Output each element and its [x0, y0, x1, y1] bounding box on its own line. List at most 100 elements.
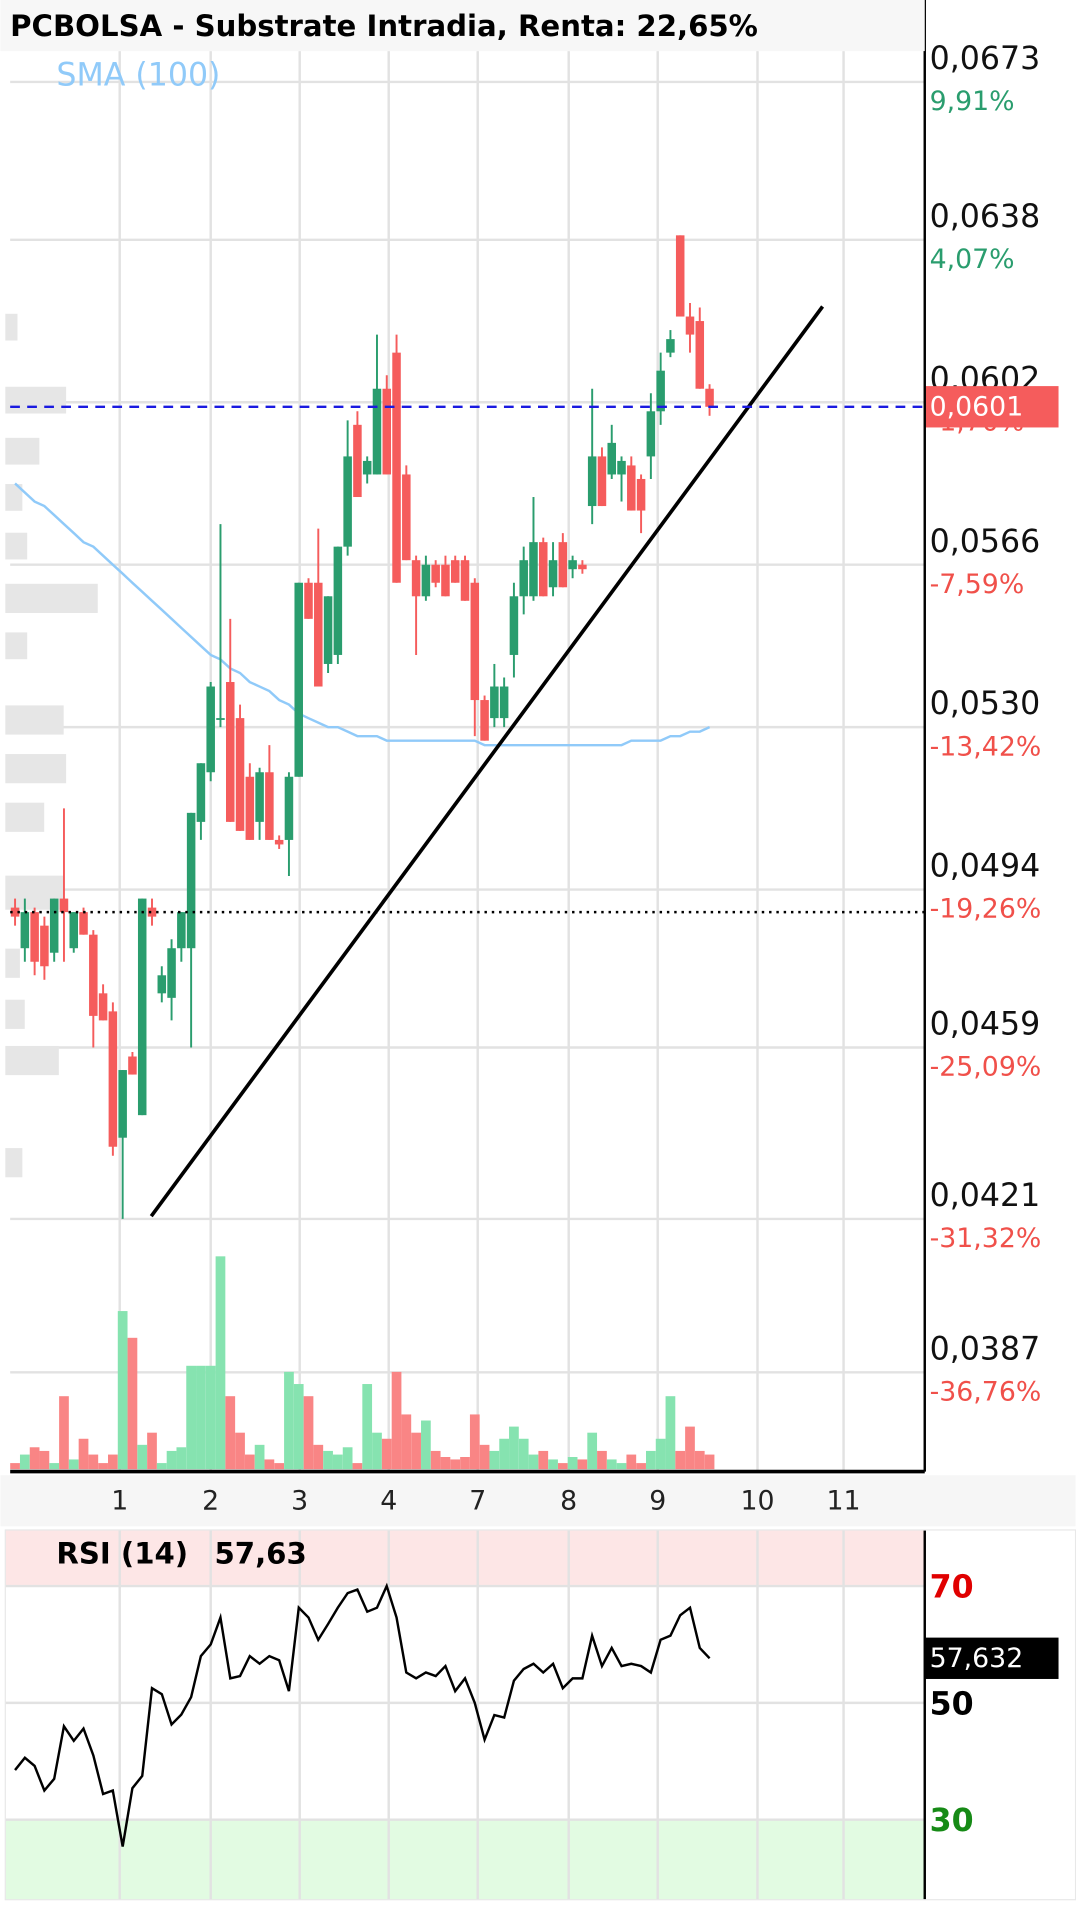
y-tick-label: 50 [930, 1686, 974, 1722]
volume-bar [411, 1432, 421, 1470]
volume-bar [244, 1454, 255, 1470]
candle-body [421, 564, 431, 597]
candle-body [343, 456, 352, 547]
candle-body [59, 898, 69, 913]
volume-bar [19, 1454, 30, 1470]
candle-body [49, 898, 59, 953]
volume-bar [538, 1450, 549, 1470]
x-tick-label: 1 [111, 1486, 128, 1517]
volume-bar [186, 1365, 196, 1470]
y-tick-label: 0,0638 [930, 199, 1041, 235]
candle-body [607, 442, 616, 475]
candle-body [108, 1011, 118, 1147]
y-tick-change: -36,76% [930, 1377, 1042, 1408]
x-axis-strip [0, 1475, 1076, 1527]
chart-title: PCBOLSA - Substrate Intradia, Renta: 22,… [10, 9, 758, 43]
volume-bar [352, 1463, 363, 1470]
volume-bar [323, 1450, 333, 1470]
volume-bar [499, 1438, 510, 1470]
x-tick-label: 7 [469, 1486, 486, 1517]
candle-body [509, 596, 519, 655]
volume-bar [284, 1371, 294, 1470]
volume-bar [616, 1463, 627, 1470]
y-tick-label: 0,0673 [930, 41, 1041, 77]
volume-bar [460, 1457, 470, 1470]
candle-body [196, 763, 206, 822]
candle-body [499, 686, 509, 719]
y-tick-change: 4,07% [930, 244, 1015, 275]
volume-bar [646, 1450, 656, 1470]
candle-body [40, 925, 49, 967]
candle-body [529, 542, 538, 597]
candle-body [118, 1070, 127, 1138]
oversold-band [5, 1819, 925, 1900]
volume-bar [694, 1450, 705, 1470]
volume-bar [440, 1457, 451, 1470]
volume-bar [430, 1450, 441, 1470]
candle-body [685, 316, 695, 335]
candle-body [411, 560, 421, 597]
volume-bar [166, 1450, 177, 1470]
candle-body [294, 582, 303, 777]
candle-body [362, 460, 372, 475]
rsi-line [14, 1582, 711, 1847]
volume-bar [381, 1438, 392, 1470]
candle-body [235, 718, 245, 831]
candle-body [79, 912, 88, 935]
volume-bar [401, 1414, 412, 1470]
candle-body [69, 912, 79, 949]
sma-line [14, 482, 711, 747]
volume-bar [655, 1438, 666, 1470]
candle-body [167, 948, 176, 998]
rsi-current: 57,63 [214, 1537, 306, 1571]
x-tick-label: 10 [740, 1486, 774, 1517]
candle-body [245, 776, 255, 840]
y-tick-label: 0,0494 [930, 849, 1041, 885]
y-tick-change: 9,91% [930, 86, 1015, 117]
x-tick-label: 11 [827, 1486, 861, 1517]
candle-body [441, 564, 450, 597]
volume-bar [117, 1311, 128, 1470]
y-tick-label: 0,0566 [930, 524, 1041, 560]
candle-body [627, 465, 636, 511]
title-background [0, 0, 925, 52]
volume-bar [665, 1396, 676, 1470]
volume-bar [49, 1463, 60, 1470]
volume-bar [528, 1454, 539, 1470]
y-tick-label: 0,0421 [930, 1178, 1041, 1214]
x-tick-label: 4 [380, 1486, 397, 1517]
candle-body [539, 542, 548, 597]
volume-bar [675, 1450, 686, 1470]
candle-body [137, 898, 147, 1116]
candle-body [372, 388, 382, 475]
volume-bar [479, 1444, 490, 1470]
candle-body [314, 582, 323, 687]
candle-body [558, 542, 568, 588]
candle-body [323, 596, 333, 664]
volume-bar [626, 1454, 637, 1470]
volume-bar [59, 1396, 69, 1470]
candle-body [470, 582, 480, 701]
volume-bar [225, 1396, 236, 1470]
candle-body [10, 907, 20, 917]
volume-bar [489, 1450, 500, 1470]
y-tick-label: 30 [930, 1803, 974, 1839]
volume-bar [362, 1384, 373, 1470]
rsi-tag [924, 1637, 1059, 1679]
candle-body [333, 546, 343, 655]
candle-body [265, 772, 274, 840]
y-tick-change: -19,26% [930, 894, 1042, 925]
volume-bar [196, 1365, 206, 1470]
volume-bar [577, 1459, 588, 1470]
candle-body [675, 235, 685, 317]
candle-body [128, 1056, 137, 1075]
candle-body [402, 474, 411, 561]
candle-body [519, 560, 528, 597]
candle-body [216, 718, 225, 720]
candle-body [382, 388, 392, 475]
candle-body [636, 478, 646, 511]
candle-body [89, 934, 98, 1016]
marks-layer [10, 235, 715, 1847]
volume-bar [108, 1454, 118, 1470]
